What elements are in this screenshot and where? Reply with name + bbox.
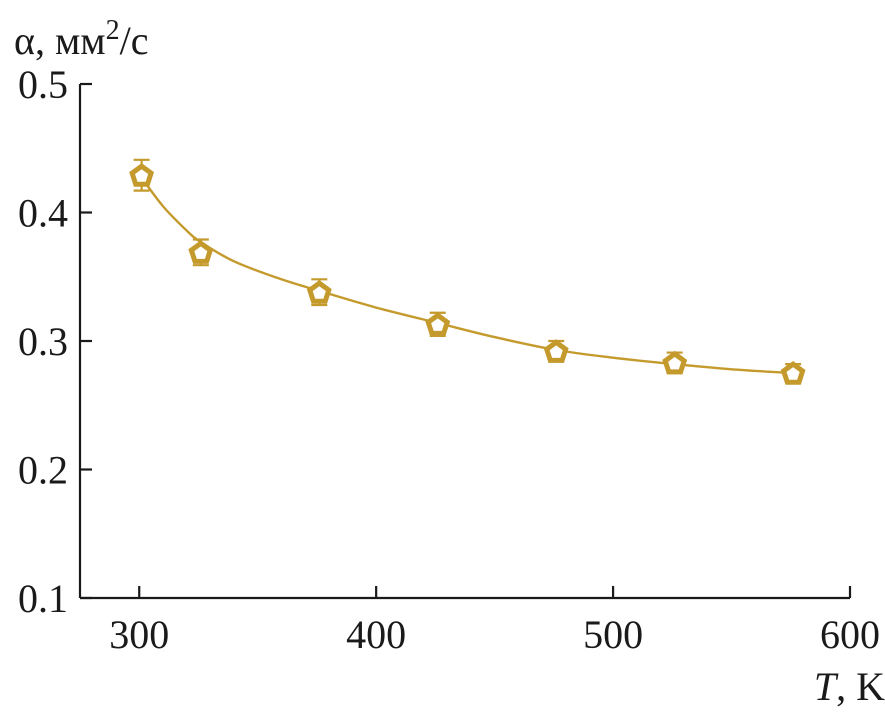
fit-curve-line <box>140 177 794 375</box>
y-axis-title: α, мм2/с <box>14 15 148 63</box>
pentagon-marker <box>129 163 155 187</box>
data-point <box>543 339 569 363</box>
x-tick-label: 600 <box>820 612 880 657</box>
pentagon-marker <box>425 312 451 336</box>
data-point <box>129 158 155 192</box>
pentagon-marker <box>188 240 214 264</box>
y-tick-label: 0.4 <box>18 191 68 236</box>
data-point <box>306 278 332 307</box>
y-tick-label: 0.2 <box>18 448 68 493</box>
x-tick-label: 500 <box>583 612 643 657</box>
x-axis-title: T, K <box>814 664 885 709</box>
y-tick-label: 0.5 <box>18 62 68 107</box>
x-tick-label: 400 <box>346 612 406 657</box>
x-tick-label: 300 <box>109 612 169 657</box>
data-points-layer <box>129 158 806 385</box>
pentagon-marker <box>662 350 688 375</box>
fit-curve-layer <box>140 177 794 375</box>
axes: 300 400 500 600 0.1 0.2 0.3 0.4 0.5 <box>18 62 880 657</box>
pentagon-marker <box>543 339 569 363</box>
pentagon-marker <box>306 280 332 304</box>
y-tick-label: 0.1 <box>18 576 68 621</box>
data-point <box>780 361 806 385</box>
data-point <box>188 238 214 267</box>
y-tick-label: 0.3 <box>18 319 68 364</box>
pentagon-marker <box>780 361 806 385</box>
data-point <box>662 350 688 375</box>
data-point <box>425 311 451 337</box>
